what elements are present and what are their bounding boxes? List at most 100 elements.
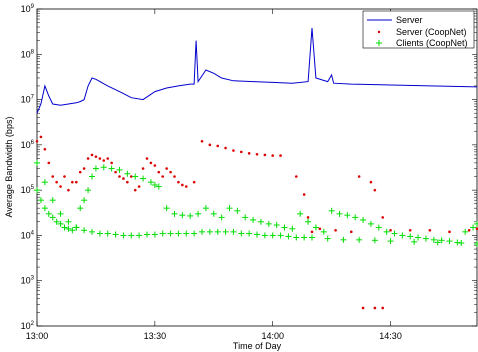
x-tick-label: 13:00	[26, 331, 49, 341]
y-tick-label: 103	[21, 276, 35, 286]
data-point	[277, 232, 284, 239]
data-point	[381, 216, 385, 219]
data-point	[199, 228, 205, 235]
data-point	[151, 181, 158, 188]
y-tick-label: 107	[21, 95, 35, 105]
data-point	[45, 210, 52, 217]
data-point	[153, 164, 157, 167]
x-axis-title: Time of Day	[233, 341, 282, 351]
data-point	[246, 230, 253, 237]
y-tick-exponent: 4	[31, 230, 35, 236]
data-point	[77, 205, 84, 212]
data-point	[399, 232, 406, 239]
legend-clients-label: Clients (CoopNet)	[396, 38, 468, 48]
data-point	[129, 175, 133, 178]
data-point	[226, 205, 233, 212]
data-point	[37, 197, 44, 204]
data-point	[175, 230, 182, 237]
data-point	[334, 228, 337, 232]
data-point	[428, 228, 432, 232]
data-point	[349, 230, 353, 234]
data-point	[430, 236, 437, 243]
data-point	[389, 228, 392, 232]
data-point	[474, 220, 478, 227]
data-point	[411, 238, 418, 245]
data-point	[383, 228, 390, 235]
data-point	[387, 238, 394, 245]
data-point	[49, 197, 56, 204]
data-point	[94, 155, 98, 158]
data-point	[263, 153, 267, 157]
data-point	[141, 167, 145, 170]
data-point	[222, 228, 229, 235]
data-point	[232, 149, 235, 152]
data-point	[163, 205, 170, 212]
data-point	[367, 220, 374, 227]
y-tick-base: 10	[21, 49, 31, 59]
data-point	[92, 165, 99, 172]
data-point	[408, 228, 412, 232]
data-point	[305, 218, 312, 225]
data-point	[183, 230, 190, 237]
data-point	[375, 224, 382, 231]
y-tick-base: 10	[21, 276, 31, 286]
data-point	[273, 221, 280, 228]
data-point	[294, 175, 298, 178]
data-point	[89, 228, 95, 235]
data-point	[106, 157, 110, 160]
data-point	[271, 154, 275, 157]
x-tick-label: 14:30	[379, 331, 402, 341]
data-point	[369, 180, 373, 184]
data-point	[144, 231, 150, 238]
data-point	[49, 214, 56, 221]
data-point	[89, 173, 95, 180]
data-point	[85, 187, 92, 194]
data-point	[289, 225, 296, 232]
data-point	[230, 228, 237, 235]
series-2	[34, 164, 478, 246]
data-point	[324, 235, 331, 242]
data-point	[192, 180, 196, 184]
data-point	[98, 157, 102, 160]
y-tick-base: 10	[21, 140, 31, 150]
data-point	[167, 230, 174, 237]
data-point	[234, 207, 241, 214]
data-point	[126, 180, 129, 184]
data-point	[108, 165, 115, 172]
data-point	[257, 218, 264, 225]
data-point	[191, 230, 198, 237]
data-point	[361, 306, 365, 310]
data-point	[202, 205, 209, 212]
data-point	[81, 227, 88, 234]
data-point	[55, 180, 58, 184]
data-point	[279, 154, 282, 157]
data-point	[422, 235, 429, 242]
y-tick-exponent: 2	[31, 321, 35, 327]
data-point	[155, 183, 162, 190]
data-point	[86, 157, 90, 160]
data-point	[448, 230, 451, 234]
series-3	[34, 159, 478, 247]
data-point	[61, 224, 68, 231]
y-tick-base: 10	[21, 321, 31, 331]
data-point	[102, 159, 106, 162]
y-tick-exponent: 6	[31, 140, 35, 146]
data-point	[242, 214, 249, 221]
data-point	[254, 231, 260, 238]
data-point	[458, 240, 465, 247]
data-point	[110, 161, 113, 165]
data-point	[65, 225, 72, 232]
data-point	[132, 173, 139, 180]
y-tick-base: 10	[21, 185, 31, 195]
data-point	[100, 164, 107, 171]
y-tick-exponent: 5	[31, 185, 35, 191]
data-point	[206, 228, 213, 235]
data-point	[371, 237, 378, 244]
data-point	[65, 218, 72, 225]
y-tick-label: 105	[21, 185, 35, 195]
data-point	[173, 175, 176, 178]
series-layer	[34, 27, 478, 310]
data-point	[169, 170, 172, 174]
